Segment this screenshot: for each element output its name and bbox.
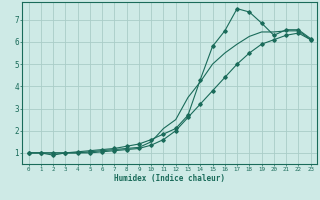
X-axis label: Humidex (Indice chaleur): Humidex (Indice chaleur) [114,174,225,183]
